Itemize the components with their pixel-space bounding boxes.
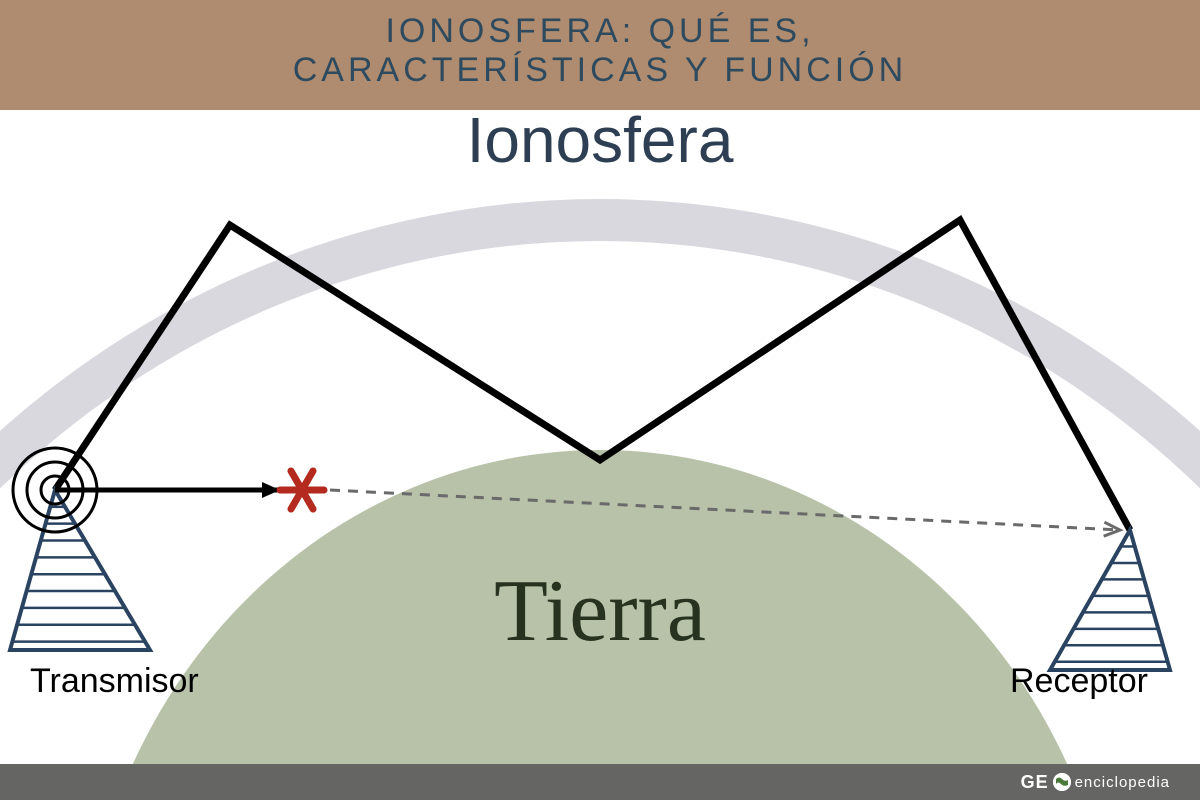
title-bar: IONOSFERA: QUÉ ES, CARACTERÍSTICAS Y FUN… (0, 0, 1200, 110)
svg-text:Transmisor: Transmisor (30, 662, 199, 700)
globe-icon (1053, 773, 1071, 791)
title-line-1: IONOSFERA: QUÉ ES, (0, 12, 1200, 51)
svg-text:Tierra: Tierra (494, 563, 706, 660)
title-line-2: CARACTERÍSTICAS Y FUNCIÓN (0, 51, 1200, 90)
diagram-area: Ionosfera Tierra Transmisor Receptor (0, 110, 1200, 764)
footer-bar: GE enciclopedia (0, 764, 1200, 800)
footer-ge-text: GE (1021, 772, 1049, 793)
svg-text:Receptor: Receptor (1010, 662, 1148, 700)
footer-logo: GE enciclopedia (1021, 772, 1170, 793)
svg-text:Ionosfera: Ionosfera (467, 110, 734, 176)
ionosphere-diagram: Ionosfera Tierra Transmisor Receptor (0, 110, 1200, 764)
footer-brand-text: enciclopedia (1075, 774, 1170, 791)
